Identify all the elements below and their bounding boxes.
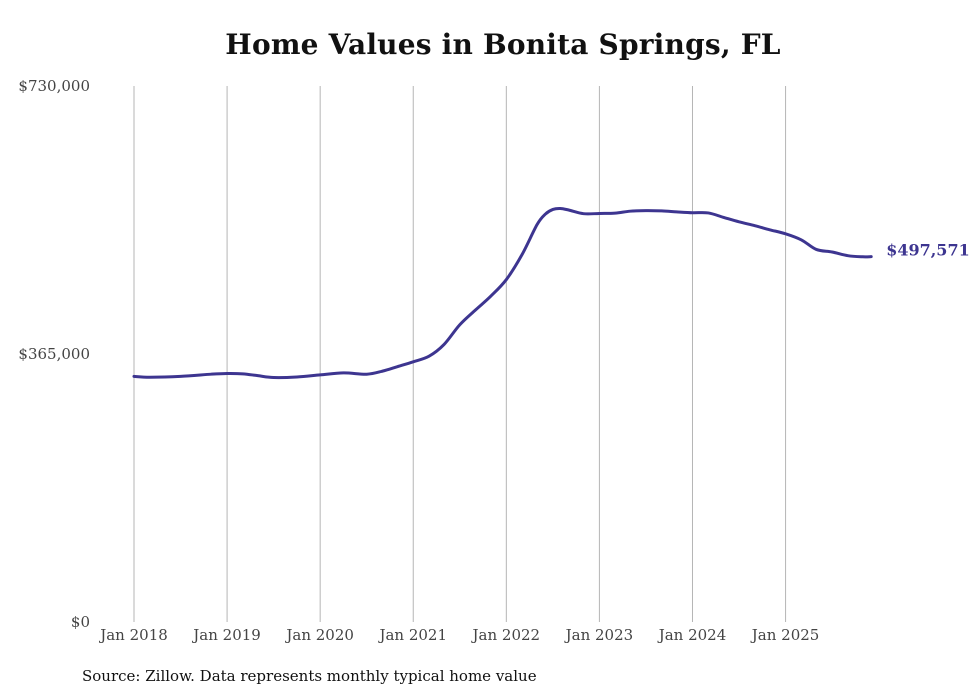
x-tick-label: Jan 2020 (284, 626, 354, 644)
gridlines (133, 86, 787, 622)
x-tick-label: Jan 2025 (750, 626, 820, 644)
chart-title: Home Values in Bonita Springs, FL (225, 28, 781, 61)
source-note: Source: Zillow. Data represents monthly … (82, 667, 537, 685)
x-tick-label: Jan 2024 (657, 626, 727, 644)
line-chart: $0$365,000$730,000 Jan 2018 Jan 2019 Jan 2… (18, 77, 970, 644)
series-line (132, 206, 873, 380)
y-tick-label: $365,000 (18, 345, 90, 363)
x-axis-ticks: Jan 2018 Jan 2019 Jan 2020 Jan 2021 Jan 2022… (98, 626, 819, 644)
x-tick-label: Jan 2023 (564, 626, 634, 644)
x-tick-label: Jan 2022 (471, 626, 541, 644)
y-tick-label: $0 (71, 613, 90, 631)
y-axis-ticks: $0 $365,000 $730,000 (18, 77, 90, 631)
x-tick-label: Jan 2019 (191, 626, 261, 644)
series-layer (132, 206, 873, 380)
y-tick-label: $730,000 (18, 77, 90, 95)
x-tick-label: Jan 2021 (377, 626, 447, 644)
end-label-layer: $497,571 (886, 241, 970, 260)
x-tick-label: Jan 2018 (98, 626, 168, 644)
end-value-label: $497,571 (886, 241, 970, 260)
